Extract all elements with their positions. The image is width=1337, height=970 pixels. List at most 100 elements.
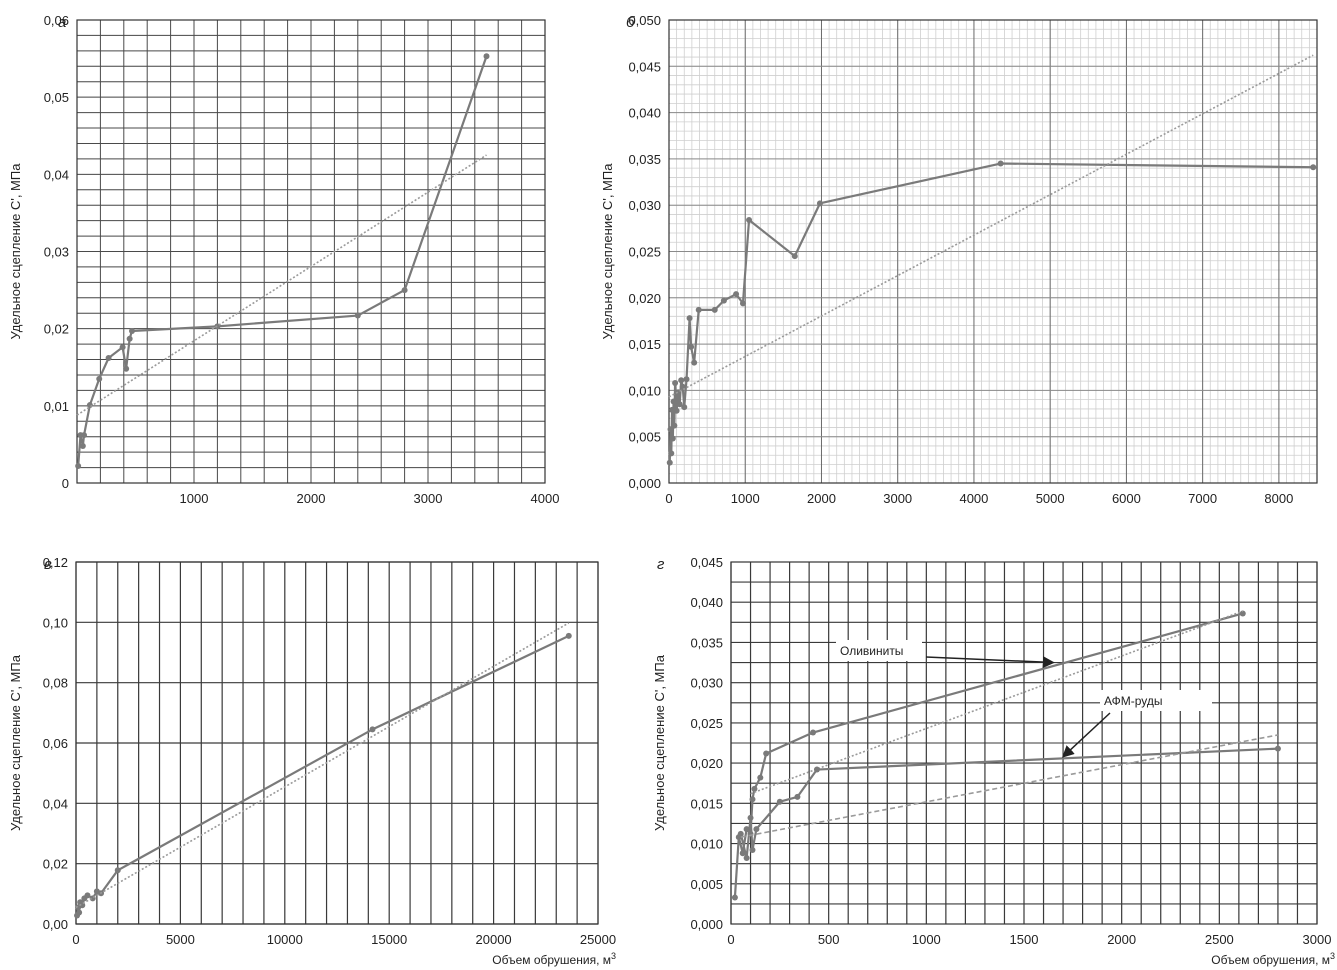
trendline: [750, 610, 1244, 795]
series-data-1: [74, 632, 572, 919]
grid: [668, 19, 1318, 484]
y-tick-label: 0,04: [43, 796, 68, 811]
data-point: [688, 343, 695, 350]
y-tick-label: 0,035: [628, 152, 661, 167]
y-axis-label: Удельное сцепление C', МПа: [600, 163, 615, 340]
panel-label: б: [626, 14, 635, 31]
series-trendline-2: [668, 54, 1314, 398]
x-tick-label: 2000: [807, 491, 836, 506]
plot-frame: [730, 561, 1318, 925]
x-tick-label: 2000: [1107, 932, 1136, 947]
series-trendline-2: [75, 622, 570, 909]
annotation-1: Оливиниты: [836, 640, 1055, 669]
data-point: [743, 826, 750, 833]
annotation-box: [836, 640, 922, 661]
y-tick-label: 0,08: [43, 676, 68, 691]
data-point: [739, 300, 746, 307]
annotation-label: Оливиниты: [840, 644, 903, 658]
y-tick-label: 0,000: [690, 917, 723, 932]
y-tick-label: 0,06: [43, 736, 68, 751]
series-data-1: [75, 53, 490, 470]
data-point: [81, 432, 88, 439]
y-tick-label: 0,000: [628, 476, 661, 491]
trendline: [668, 54, 1314, 398]
chart-panel-3: 0,00 0,02 0,04 0,06 0,08 0,10 0,12 0 5000 10000 15…: [8, 555, 616, 967]
data-point: [749, 846, 756, 853]
y-tick-label: 0,040: [690, 595, 723, 610]
series-data-1: [666, 160, 1317, 466]
data-point: [670, 398, 677, 405]
y-tick-label: 0,045: [690, 555, 723, 570]
data-point: [669, 435, 676, 442]
data-point: [753, 826, 760, 833]
data-point: [401, 287, 408, 294]
x-tick-label: 5000: [166, 932, 195, 947]
grid: [76, 19, 546, 484]
x-tick-label: 5000: [1036, 491, 1065, 506]
x-tick-label: 1000: [731, 491, 760, 506]
y-axis-label: Удельное сцепление C', МПа: [652, 654, 667, 831]
data-point: [746, 217, 753, 224]
data-point: [671, 422, 678, 429]
data-point: [669, 406, 676, 413]
y-tick-label: 0,035: [690, 635, 723, 650]
data-point: [565, 632, 572, 639]
data-point: [1310, 164, 1317, 171]
data-point: [794, 793, 801, 800]
data-point: [666, 459, 673, 466]
y-tick-label: 0,045: [628, 59, 661, 74]
x-tick-label: 2000: [297, 491, 326, 506]
x-tick-label: 20000: [476, 932, 512, 947]
y-tick-label: 0,10: [43, 615, 68, 630]
data-point: [126, 335, 133, 342]
data-point: [686, 315, 693, 322]
x-tick-label: 10000: [267, 932, 303, 947]
data-point: [747, 814, 754, 821]
x-tick-label: 1500: [1010, 932, 1039, 947]
panel-label: г: [657, 556, 665, 573]
series-data-3: [737, 745, 1281, 862]
data-point: [997, 160, 1004, 167]
data-point: [483, 53, 490, 60]
x-tick-label: 0: [665, 491, 672, 506]
series-line: [75, 634, 570, 916]
y-tick-label: 0,025: [628, 245, 661, 260]
x-tick-label: 3000: [1303, 932, 1332, 947]
y-tick-label: 0,015: [628, 337, 661, 352]
data-point: [678, 377, 685, 384]
y-tick-label: 0,030: [628, 198, 661, 213]
y-axis-label: Удельное сцепление C', МПа: [8, 654, 23, 831]
plot-frame: [76, 19, 546, 484]
x-tick-label: 6000: [1112, 491, 1141, 506]
y-tick-label: 0,05: [44, 90, 69, 105]
x-tick-label: 1000: [180, 491, 209, 506]
x-tick-label: 0: [727, 932, 734, 947]
data-point: [668, 450, 675, 457]
panel-label: а: [58, 14, 66, 31]
y-tick-label: 0,015: [690, 796, 723, 811]
y-tick-label: 0,005: [690, 877, 723, 892]
x-tick-label: 4000: [959, 491, 988, 506]
y-tick-label: 0,020: [690, 756, 723, 771]
data-point: [114, 867, 121, 874]
data-point: [667, 426, 674, 433]
data-point: [672, 379, 679, 386]
x-tick-label: 15000: [371, 932, 407, 947]
trendline: [76, 154, 487, 416]
x-tick-label: 500: [818, 932, 840, 947]
data-point: [743, 855, 750, 862]
data-point: [676, 401, 683, 408]
data-point: [79, 442, 86, 449]
data-point: [105, 354, 112, 361]
data-point: [816, 200, 823, 207]
data-point: [128, 327, 135, 334]
data-point: [1239, 610, 1246, 617]
y-axis-label: Удельное сцепление C', МПа: [8, 163, 23, 340]
y-tick-label: 0: [62, 476, 69, 491]
data-point: [749, 796, 756, 803]
data-point: [683, 376, 690, 383]
chart-panel-1: 0 0,01 0,02 0,03 0,04 0,05 0,06 1000 2000 3000 400…: [8, 13, 559, 506]
y-tick-label: 0,030: [690, 676, 723, 691]
data-point: [681, 404, 688, 411]
data-point: [84, 892, 91, 899]
